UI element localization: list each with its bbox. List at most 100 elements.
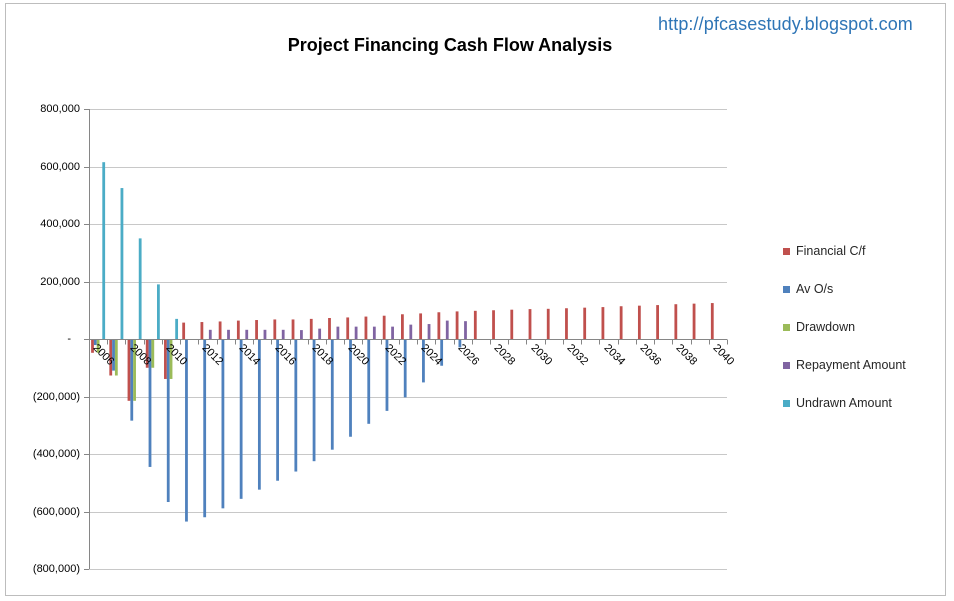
bar-av-o-s xyxy=(294,339,298,472)
legend-marker-icon xyxy=(783,362,790,369)
bar-financial-c-f xyxy=(419,313,423,339)
bar-financial-c-f xyxy=(145,339,149,368)
bar-financial-c-f xyxy=(710,303,714,339)
bar-repayment-amount xyxy=(464,321,467,339)
bar-av-o-s xyxy=(221,339,225,509)
y-tick-label: 600,000 xyxy=(40,160,80,173)
legend-marker-icon xyxy=(783,286,790,293)
bar-financial-c-f xyxy=(346,317,350,339)
bar-repayment-amount xyxy=(391,326,394,339)
bar-financial-c-f xyxy=(401,314,404,339)
bar-financial-c-f xyxy=(91,339,94,353)
bar-financial-c-f xyxy=(565,308,568,339)
bar-financial-c-f xyxy=(546,308,550,339)
bar-financial-c-f xyxy=(127,339,131,401)
bar-av-o-s xyxy=(403,339,407,398)
bar-repayment-amount xyxy=(409,324,413,340)
bar-financial-c-f xyxy=(583,307,587,339)
bar-undrawn-amount xyxy=(120,188,124,339)
bar-av-o-s xyxy=(93,339,97,346)
y-tick-label: (400,000) xyxy=(32,448,80,460)
bar-undrawn-amount xyxy=(157,284,160,340)
bar-financial-c-f xyxy=(637,305,641,339)
bar-repayment-amount xyxy=(336,326,340,339)
bar-financial-c-f xyxy=(455,311,459,339)
bar-undrawn-amount xyxy=(175,318,179,340)
bar-financial-c-f xyxy=(382,315,386,339)
bar-financial-c-f xyxy=(510,309,514,339)
bar-av-o-s xyxy=(440,339,444,366)
bar-financial-c-f xyxy=(328,318,331,339)
bar-financial-c-f xyxy=(492,310,495,339)
bar-av-o-s xyxy=(367,339,371,424)
legend-label: Drawdown xyxy=(796,320,856,334)
bar-av-o-s xyxy=(276,339,279,481)
bar-av-o-s xyxy=(312,339,316,462)
bar-financial-c-f xyxy=(309,318,313,340)
blog-url-text: http://pfcasestudy.blogspot.com xyxy=(658,14,913,34)
legend-label: Undrawn Amount xyxy=(796,396,892,410)
legend-item-av-os: Av O/s xyxy=(783,281,906,319)
bar-repayment-amount xyxy=(300,330,303,339)
y-tick-label: (200,000) xyxy=(32,390,80,403)
bar-undrawn-amount xyxy=(102,162,106,339)
bar-financial-c-f xyxy=(437,312,441,339)
y-tick-label: 800,000 xyxy=(40,103,80,115)
bar-repayment-amount xyxy=(245,329,249,339)
legend-item-repayment-amount: Repayment Amount xyxy=(783,357,906,395)
legend-marker-icon xyxy=(783,324,790,331)
bar-repayment-amount xyxy=(372,326,376,339)
bar-drawdown xyxy=(133,339,136,401)
bar-av-o-s xyxy=(257,339,261,490)
bar-financial-c-f xyxy=(364,316,368,339)
chart-title: Project Financing Cash Flow Analysis xyxy=(287,35,613,55)
bar-financial-c-f xyxy=(109,339,113,376)
bar-av-o-s xyxy=(130,339,134,421)
legend: Financial C/f Av O/s Drawdown Repayment … xyxy=(783,243,906,433)
y-tick-label: (600,000) xyxy=(32,505,80,518)
bar-av-o-s xyxy=(112,339,115,371)
legend-label: Av O/s xyxy=(796,282,834,296)
bar-financial-c-f xyxy=(200,322,204,339)
bar-av-o-s xyxy=(349,339,352,437)
bar-repayment-amount xyxy=(227,329,230,339)
bar-repayment-amount xyxy=(208,329,212,339)
bar-av-o-s xyxy=(422,339,425,383)
bar-drawdown xyxy=(169,339,173,379)
bar-financial-c-f xyxy=(528,309,532,339)
legend-label: Repayment Amount xyxy=(796,358,906,372)
bar-repayment-amount xyxy=(427,324,431,339)
bar-av-o-s xyxy=(203,339,207,518)
bar-drawdown xyxy=(151,339,155,368)
bar-financial-c-f xyxy=(473,310,477,339)
bar-undrawn-amount xyxy=(138,238,142,340)
bar-financial-c-f xyxy=(255,320,258,339)
bar-financial-c-f xyxy=(164,339,167,379)
bar-av-o-s xyxy=(385,339,389,411)
bar-repayment-amount xyxy=(318,328,322,339)
chart-area-border xyxy=(5,3,946,596)
bar-repayment-amount xyxy=(263,329,267,339)
y-tick-label: 200,000 xyxy=(40,275,80,288)
bar-av-o-s xyxy=(185,339,188,522)
y-tick-label: 400,000 xyxy=(40,218,80,230)
bar-financial-c-f xyxy=(656,305,659,339)
bar-financial-c-f xyxy=(601,307,605,339)
bar-financial-c-f xyxy=(273,319,277,339)
bar-financial-c-f xyxy=(182,322,186,339)
bar-financial-c-f xyxy=(218,321,222,339)
legend-label: Financial C/f xyxy=(796,244,866,258)
bar-drawdown xyxy=(114,339,118,376)
bar-financial-c-f xyxy=(692,303,696,339)
legend-marker-icon xyxy=(783,400,790,407)
legend-marker-icon xyxy=(783,248,790,255)
bar-repayment-amount xyxy=(281,329,285,339)
bar-drawdown xyxy=(96,339,100,353)
legend-item-financial-cf: Financial C/f xyxy=(783,243,906,281)
legend-item-drawdown: Drawdown xyxy=(783,319,906,357)
bar-av-o-s xyxy=(330,339,334,450)
bar-av-o-s xyxy=(239,339,243,499)
bar-repayment-amount xyxy=(354,326,358,339)
y-tick-label: - xyxy=(67,333,71,345)
